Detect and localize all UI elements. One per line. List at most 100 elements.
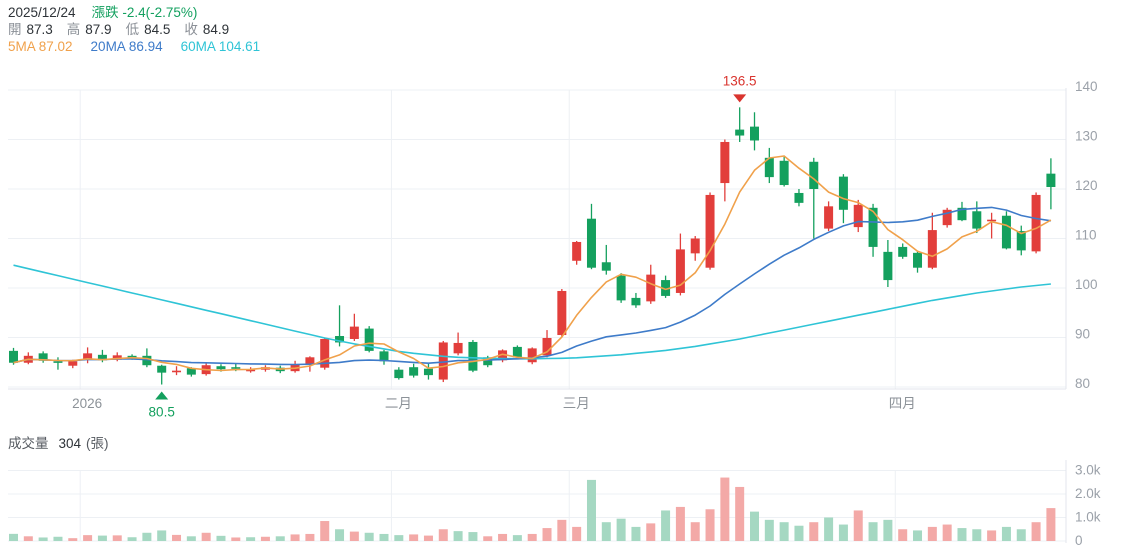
candle-body[interactable]	[705, 194, 715, 268]
volume-bar[interactable]	[438, 529, 448, 541]
volume-bar[interactable]	[794, 525, 804, 541]
candle-body[interactable]	[423, 368, 433, 376]
volume-bar[interactable]	[97, 535, 107, 541]
candle-body[interactable]	[779, 160, 789, 186]
candle-body[interactable]	[838, 176, 848, 210]
volume-bar[interactable]	[23, 536, 33, 541]
candle-body[interactable]	[690, 238, 700, 254]
volume-bar[interactable]	[735, 486, 745, 541]
volume-bar[interactable]	[913, 530, 923, 541]
candle-body[interactable]	[868, 207, 878, 247]
candle-body[interactable]	[527, 348, 537, 363]
candle-body[interactable]	[97, 354, 107, 361]
volume-bar[interactable]	[942, 524, 952, 541]
candle-body[interactable]	[601, 262, 611, 271]
candle-body[interactable]	[957, 207, 967, 221]
volume-bar[interactable]	[231, 537, 241, 541]
volume-bar[interactable]	[305, 533, 315, 541]
volume-bar[interactable]	[246, 537, 256, 541]
candle-body[interactable]	[586, 218, 596, 268]
volume-bar[interactable]	[423, 535, 433, 541]
candle-body[interactable]	[942, 209, 952, 226]
candle-body[interactable]	[883, 251, 893, 281]
volume-bar[interactable]	[646, 523, 656, 541]
candle-body[interactable]	[794, 192, 804, 203]
volume-bar[interactable]	[838, 524, 848, 541]
volume-bar[interactable]	[1001, 526, 1011, 541]
candle-body[interactable]	[542, 337, 552, 356]
candle-body[interactable]	[409, 367, 419, 376]
volume-bar[interactable]	[201, 532, 211, 541]
candle-body[interactable]	[750, 126, 759, 141]
candle-body[interactable]	[379, 351, 389, 362]
volume-bar[interactable]	[868, 522, 878, 541]
volume-bar[interactable]	[616, 518, 626, 541]
candle-body[interactable]	[512, 346, 522, 358]
volume-bars[interactable]	[9, 477, 1056, 542]
volume-bar[interactable]	[260, 536, 270, 541]
volume-bar[interactable]	[601, 522, 611, 541]
volume-bar[interactable]	[572, 526, 582, 541]
volume-bar[interactable]	[290, 534, 300, 541]
candle-body[interactable]	[142, 355, 152, 366]
candle-body[interactable]	[38, 353, 48, 361]
candle-body[interactable]	[661, 280, 671, 296]
candle-body[interactable]	[675, 249, 685, 293]
volume-bar[interactable]	[1016, 529, 1026, 541]
candle-body[interactable]	[809, 161, 819, 189]
volume-bar[interactable]	[690, 522, 700, 541]
volume-bar[interactable]	[275, 536, 285, 541]
volume-bar[interactable]	[498, 533, 508, 541]
candle-body[interactable]	[364, 328, 374, 351]
volume-bar[interactable]	[675, 506, 685, 541]
candle-body[interactable]	[172, 370, 182, 373]
candle-body[interactable]	[1031, 194, 1041, 252]
candle-body[interactable]	[557, 290, 567, 336]
candle-body[interactable]	[631, 297, 641, 306]
candle-body[interactable]	[349, 326, 359, 339]
volume-bar[interactable]	[631, 526, 641, 541]
candle-body[interactable]	[616, 275, 626, 301]
volume-bar[interactable]	[557, 519, 567, 541]
candle-body[interactable]	[216, 366, 226, 370]
candlestick-layer[interactable]	[9, 107, 1056, 385]
candle-body[interactable]	[157, 365, 167, 373]
candle-body[interactable]	[987, 219, 997, 222]
candle-body[interactable]	[231, 367, 241, 369]
candle-body[interactable]	[735, 129, 745, 136]
volume-bar[interactable]	[364, 532, 374, 541]
volume-bar[interactable]	[157, 530, 167, 541]
volume-bar[interactable]	[853, 510, 863, 541]
candle-body[interactable]	[927, 230, 937, 268]
volume-bar[interactable]	[172, 534, 182, 541]
candle-body[interactable]	[913, 252, 923, 268]
candle-body[interactable]	[972, 211, 982, 229]
volume-bar[interactable]	[898, 529, 908, 541]
candle-body[interactable]	[1001, 215, 1011, 249]
volume-bar[interactable]	[68, 538, 78, 541]
candle-body[interactable]	[646, 274, 656, 302]
volume-bar[interactable]	[750, 511, 759, 541]
volume-bar[interactable]	[987, 530, 997, 541]
candle-body[interactable]	[468, 341, 478, 371]
volume-bar[interactable]	[927, 526, 937, 541]
volume-bar[interactable]	[38, 537, 48, 541]
volume-bar[interactable]	[112, 535, 122, 541]
volume-bar[interactable]	[661, 510, 671, 541]
volume-bar[interactable]	[142, 532, 152, 541]
volume-bar[interactable]	[764, 519, 774, 541]
candle-body[interactable]	[68, 361, 78, 366]
candle-body[interactable]	[824, 206, 834, 229]
candle-body[interactable]	[1016, 231, 1026, 251]
candle-body[interactable]	[572, 241, 582, 261]
candle-body[interactable]	[320, 338, 330, 368]
candle-body[interactable]	[305, 357, 315, 365]
volume-bar[interactable]	[824, 517, 834, 542]
candle-body[interactable]	[53, 361, 63, 363]
volume-bar[interactable]	[542, 528, 552, 541]
volume-bar[interactable]	[335, 529, 345, 541]
volume-bar[interactable]	[83, 535, 93, 541]
volume-bar[interactable]	[586, 479, 596, 541]
volume-bar[interactable]	[483, 536, 493, 541]
